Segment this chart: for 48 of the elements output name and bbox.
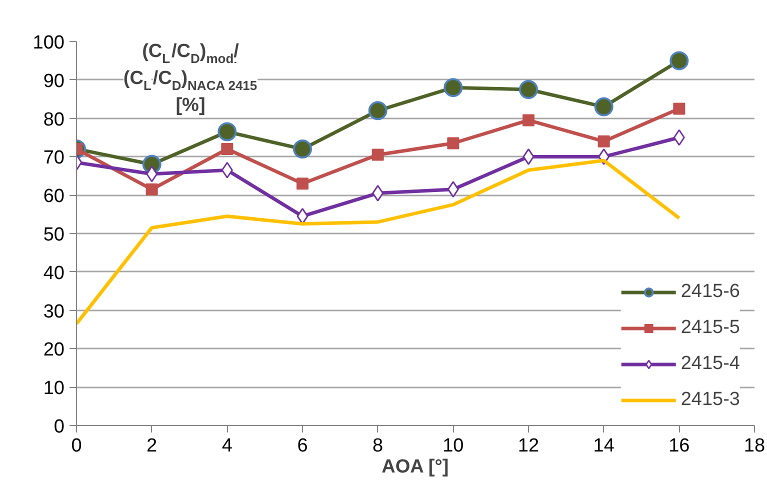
y-tick-label: 90: [43, 70, 65, 92]
y-tick-label: 100: [32, 32, 64, 54]
point: [673, 129, 685, 146]
point: [594, 97, 614, 116]
x-tick-label: 4: [222, 436, 233, 456]
y-tick-label: 40: [43, 262, 65, 284]
y-tick-label: 60: [43, 186, 65, 208]
point: [146, 166, 158, 182]
x-tick-label: 0: [71, 436, 82, 456]
point: [368, 101, 388, 120]
legend-label: 2415-6: [680, 281, 740, 303]
point: [447, 137, 460, 150]
point: [372, 148, 384, 161]
y-tick-label: 80: [43, 109, 65, 130]
x-tick-label: 8: [372, 436, 384, 456]
x-tick-label: 12: [518, 436, 540, 456]
y-tick-label: 50: [43, 224, 65, 246]
point: [447, 181, 459, 198]
x-tick-label: 10: [442, 436, 464, 456]
y-tick-label: 70: [43, 148, 65, 169]
y-tick-label: 10: [43, 378, 65, 400]
x-tick-label: 6: [297, 436, 308, 456]
point: [670, 51, 689, 70]
x-tick-label: 14: [593, 436, 615, 456]
point: [598, 135, 610, 148]
point: [296, 208, 308, 224]
x-axis-title: AOA [°]: [382, 456, 449, 478]
point: [293, 140, 312, 159]
legend-label: 2415-5: [680, 317, 740, 339]
point: [519, 80, 538, 99]
point: [444, 78, 463, 98]
point: [522, 114, 534, 126]
point: [296, 178, 308, 190]
y-tick-label: 20: [43, 340, 65, 361]
x-tick-label: 18: [744, 436, 766, 456]
point: [218, 122, 237, 142]
legend-label: 2415-4: [680, 353, 740, 375]
point: [221, 143, 234, 156]
point: [146, 183, 158, 196]
y-tick-label: 30: [43, 301, 65, 322]
point: [221, 162, 233, 178]
y-tick-label: 0: [54, 416, 65, 438]
x-tick-label: 2: [146, 436, 158, 456]
x-tick-label: 16: [668, 436, 690, 456]
point: [522, 148, 534, 165]
legend-label: 2415-3: [680, 389, 740, 411]
point: [372, 184, 384, 202]
point: [673, 102, 686, 115]
